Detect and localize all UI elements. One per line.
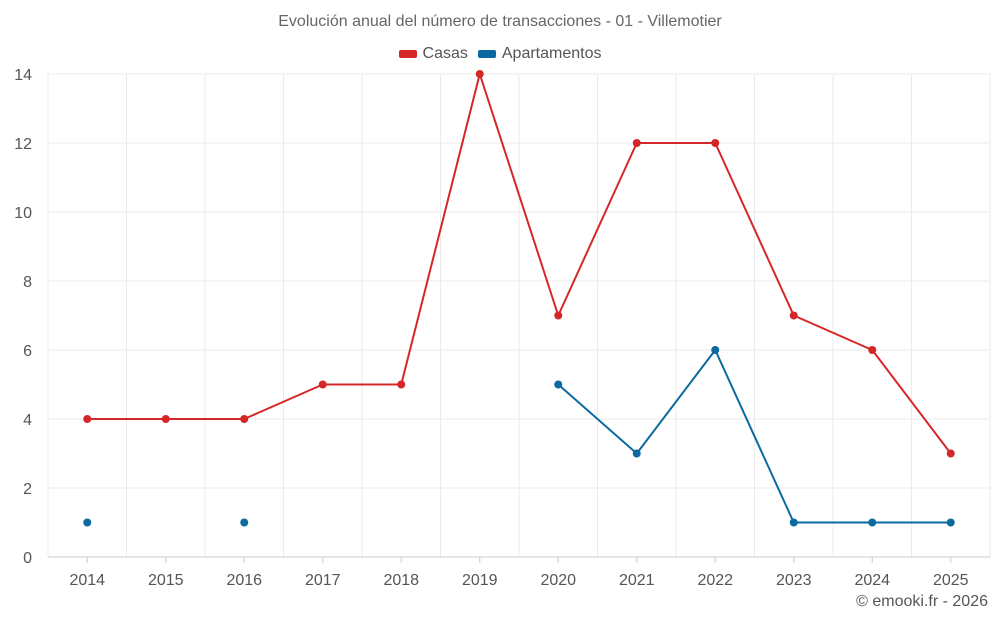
data-point-casas	[318, 380, 327, 389]
credit-text: © emooki.fr - 2026	[856, 593, 988, 610]
data-point-apartamentos	[554, 380, 563, 389]
y-tick-label: 12	[14, 136, 32, 153]
data-point-casas	[868, 346, 877, 354]
data-point-apartamentos	[868, 518, 877, 527]
x-tick-label: 2022	[697, 572, 733, 589]
x-tick-label: 2014	[69, 572, 105, 589]
x-tick-label: 2015	[148, 572, 184, 589]
y-tick-label: 14	[14, 67, 32, 84]
data-point-apartamentos	[240, 518, 249, 527]
legend-label-apartamentos: Apartamentos	[501, 45, 602, 62]
data-point-apartamentos	[83, 518, 92, 527]
data-point-casas	[83, 415, 92, 423]
x-tick-label: 2017	[305, 572, 341, 589]
data-point-apartamentos	[711, 346, 720, 354]
data-point-casas	[946, 449, 955, 458]
y-tick-label: 0	[23, 550, 32, 567]
data-point-casas	[397, 380, 406, 389]
chart-title: Evolución anual del número de transaccio…	[278, 13, 722, 30]
data-point-apartamentos	[632, 449, 641, 458]
legend: Casas Apartamentos	[0, 45, 1000, 63]
x-tick-label: 2019	[462, 572, 498, 589]
x-tick-label: 2021	[619, 572, 655, 589]
data-point-apartamentos	[946, 518, 955, 527]
data-point-casas	[554, 311, 563, 320]
y-tick-label: 4	[23, 412, 32, 429]
y-tick-label: 2	[23, 481, 32, 498]
data-point-casas	[161, 415, 170, 423]
series-line-casas	[87, 73, 952, 455]
x-tick-label: 2020	[540, 572, 576, 589]
legend-item-casas[interactable]: Casas	[398, 45, 468, 63]
data-point-casas	[711, 139, 720, 147]
data-point-casas	[632, 139, 641, 147]
x-tick-label: 2016	[226, 572, 262, 589]
legend-item-apartamentos[interactable]: Apartamentos	[477, 45, 602, 63]
legend-swatch-apartamentos	[477, 50, 496, 58]
data-point-casas	[789, 311, 798, 320]
series-line-apartamentos	[557, 349, 951, 524]
data-point-apartamentos	[789, 518, 798, 527]
data-point-casas	[240, 415, 249, 423]
x-tick-label: 2018	[383, 572, 419, 589]
x-tick-label: 2024	[854, 572, 890, 589]
y-tick-label: 6	[23, 343, 32, 360]
data-point-casas	[475, 70, 484, 78]
x-tick-label: 2025	[933, 572, 969, 589]
y-tick-label: 10	[14, 205, 32, 222]
legend-swatch-casas	[398, 50, 417, 58]
y-tick-label: 8	[23, 274, 32, 291]
legend-label-casas: Casas	[422, 45, 468, 62]
x-tick-label: 2023	[776, 572, 812, 589]
